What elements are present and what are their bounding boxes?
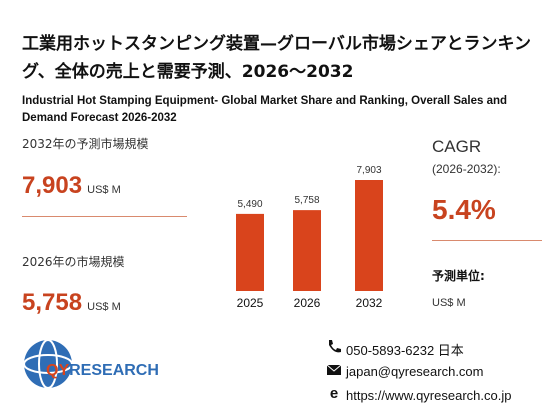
x-tick-label: 2026 <box>294 296 321 310</box>
stat: 5,758 US$ M <box>22 289 121 317</box>
cagr-value: 5.4% <box>432 194 496 225</box>
stat-unit: US$ M <box>87 184 121 196</box>
divider <box>22 216 187 217</box>
logo-text: RESEARCH <box>69 362 159 379</box>
x-tick-label: 2025 <box>237 296 264 310</box>
logo: QYRESEARCH <box>46 362 159 380</box>
bar <box>355 180 383 291</box>
stat-label: 2032年の予測市場規模 <box>22 137 149 151</box>
svg-text:e: e <box>330 385 338 402</box>
stat-unit: US$ M <box>87 301 121 313</box>
website: https://www.qyresearch.co.jp <box>346 388 512 403</box>
bar <box>236 213 264 291</box>
stat: 7,903 US$ M <box>22 172 121 200</box>
stat-value: 7,903 <box>22 172 83 199</box>
title: 工業用ホットスタンピング装置—グローバル市場シェアとランキング、全体の売上と需要… <box>22 34 531 82</box>
stat-label: 2026年の市場規模 <box>22 255 125 269</box>
logo-text: QY <box>46 362 70 379</box>
divider <box>432 240 542 241</box>
phone: 050-5893-6232 日本 <box>346 343 464 358</box>
value-label: 7,903 <box>356 165 381 176</box>
value-label: 5,490 <box>237 199 262 210</box>
logo-globe <box>23 339 73 389</box>
bar <box>293 210 321 291</box>
subtitle: Industrial Hot Stamping Equipment- Globa… <box>22 95 508 124</box>
cagr-label: CAGR <box>432 137 482 156</box>
unit-label: 予測単位: <box>432 269 485 283</box>
email: japan@qyresearch.com <box>346 364 484 379</box>
contact-icons: e <box>326 340 342 402</box>
stat-value: 5,758 <box>22 289 83 316</box>
cagr-period: (2026-2032): <box>432 162 501 176</box>
chart: 5,490 2025 5,758 2026 7,903 2032 <box>236 165 383 310</box>
x-tick-label: 2032 <box>356 296 383 310</box>
unit: US$ M <box>432 297 466 309</box>
value-label: 5,758 <box>294 195 319 206</box>
